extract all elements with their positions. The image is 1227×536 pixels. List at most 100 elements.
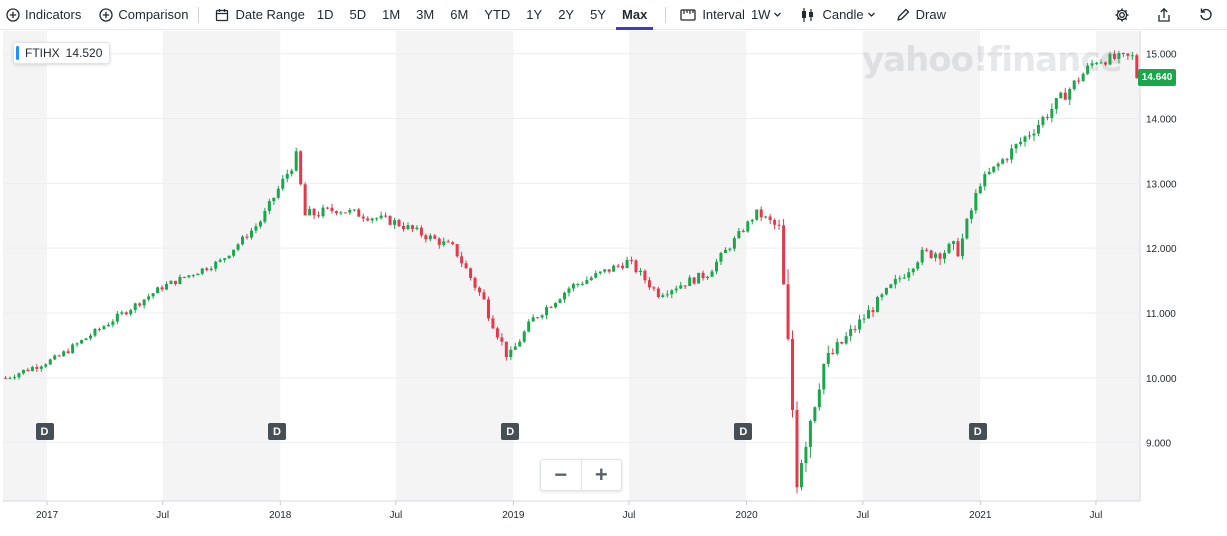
candlestick-icon (800, 7, 816, 23)
range-1d[interactable]: 1D (316, 7, 334, 22)
toolbar-actions (1101, 0, 1227, 30)
candle-body (558, 299, 562, 303)
range-6m[interactable]: 6M (450, 7, 469, 22)
chevron-down-icon (867, 10, 876, 19)
range-5y[interactable]: 5Y (590, 7, 607, 22)
period-band (862, 31, 981, 501)
dividend-marker[interactable]: D (968, 423, 987, 440)
share-button[interactable] (1143, 0, 1185, 30)
candle-body (93, 328, 97, 336)
ticker-label[interactable]: FTIHX 14.520 (13, 42, 111, 64)
zoom-controls: − + (540, 459, 622, 491)
candle-body (755, 209, 759, 220)
draw-button[interactable]: Draw (896, 0, 946, 30)
candle-body (549, 307, 553, 309)
candle-body (1130, 55, 1134, 57)
range-3m[interactable]: 3M (416, 7, 435, 22)
candle-body (1108, 53, 1112, 65)
candle-body (697, 272, 701, 284)
range-1y[interactable]: 1Y (526, 7, 543, 22)
candle-body (263, 210, 267, 222)
candle-body (478, 287, 482, 293)
candle-body (223, 258, 227, 260)
date-range-button[interactable]: Date Range (215, 0, 305, 30)
reset-button[interactable] (1185, 0, 1227, 30)
candle-body (723, 249, 727, 253)
candle-body (384, 215, 388, 217)
candle-body (218, 259, 222, 262)
candle-body (491, 318, 495, 329)
candle-body (750, 219, 754, 222)
candle-body (4, 377, 8, 379)
candle-body (589, 277, 593, 281)
candle-body (486, 299, 490, 319)
candle-body (469, 268, 473, 278)
candle-body (71, 344, 75, 354)
chart-type-button[interactable]: Candle (800, 0, 875, 30)
candle-body (1041, 116, 1045, 125)
candle-body (308, 208, 312, 216)
candle-body (710, 271, 714, 277)
candle-body (607, 269, 611, 272)
candle-body (759, 209, 763, 218)
candle-body (567, 288, 571, 293)
interval-button[interactable]: Interval 1W (680, 0, 782, 30)
candle-body (630, 259, 634, 261)
settings-button[interactable] (1101, 0, 1143, 30)
range-5d[interactable]: 5D (349, 7, 367, 22)
comparison-button[interactable]: Comparison (99, 0, 188, 30)
candle-body (974, 193, 978, 211)
candle-body (147, 296, 151, 300)
toolbar-divider (665, 6, 667, 23)
price-chart[interactable]: 9.000 10.000 11.000 12.000 13.000 14.000 15.00… (0, 31, 1227, 536)
candle-body (249, 230, 253, 238)
candle-body (133, 303, 137, 310)
candle-body (173, 280, 177, 284)
dividend-marker[interactable]: D (268, 423, 287, 440)
zoom-out-button[interactable]: − (554, 462, 568, 487)
chart-type-label: Candle (822, 7, 864, 22)
candle-body (621, 265, 625, 269)
dividend-marker[interactable]: D (734, 423, 753, 440)
range-2y[interactable]: 2Y (558, 7, 575, 22)
candle-body (21, 369, 25, 374)
range-ytd[interactable]: YTD (484, 7, 511, 22)
candle-body (773, 220, 777, 225)
dividend-marker[interactable]: D (501, 423, 520, 440)
y-tick-label: 13.000 (1146, 179, 1177, 190)
candle-body (938, 253, 942, 259)
candle-body (375, 218, 379, 220)
candle-body (48, 359, 52, 365)
candle-body (826, 353, 830, 364)
candle-body (321, 207, 325, 217)
range-1m[interactable]: 1M (382, 7, 401, 22)
candle-body (26, 369, 30, 372)
candle-body (898, 278, 902, 280)
candle-body (728, 248, 732, 250)
candle-body (925, 249, 929, 251)
candle-body (97, 328, 101, 330)
candle-body (947, 243, 951, 253)
candle-body (889, 284, 893, 288)
candle-body (545, 307, 549, 316)
candle-body (272, 197, 276, 202)
indicators-button[interactable]: Indicators (6, 0, 81, 30)
candle-body (437, 238, 441, 245)
candle-body (397, 220, 401, 226)
candle-body (706, 276, 710, 279)
x-tick-label: Jul (156, 510, 169, 521)
candle-body (1023, 136, 1027, 142)
candle-body (241, 236, 245, 245)
candle-body (17, 373, 21, 378)
candle-body (1063, 92, 1067, 100)
candle-body (209, 268, 213, 270)
range-max[interactable]: Max (614, 0, 655, 30)
interval-icon (680, 8, 696, 22)
share-icon (1156, 7, 1172, 23)
zoom-in-button[interactable]: + (580, 460, 622, 490)
dividend-marker[interactable]: D (35, 423, 54, 440)
x-tick-label: Jul (623, 510, 636, 521)
candle-body (178, 276, 182, 284)
candle-body (813, 407, 817, 422)
period-band (162, 31, 281, 501)
